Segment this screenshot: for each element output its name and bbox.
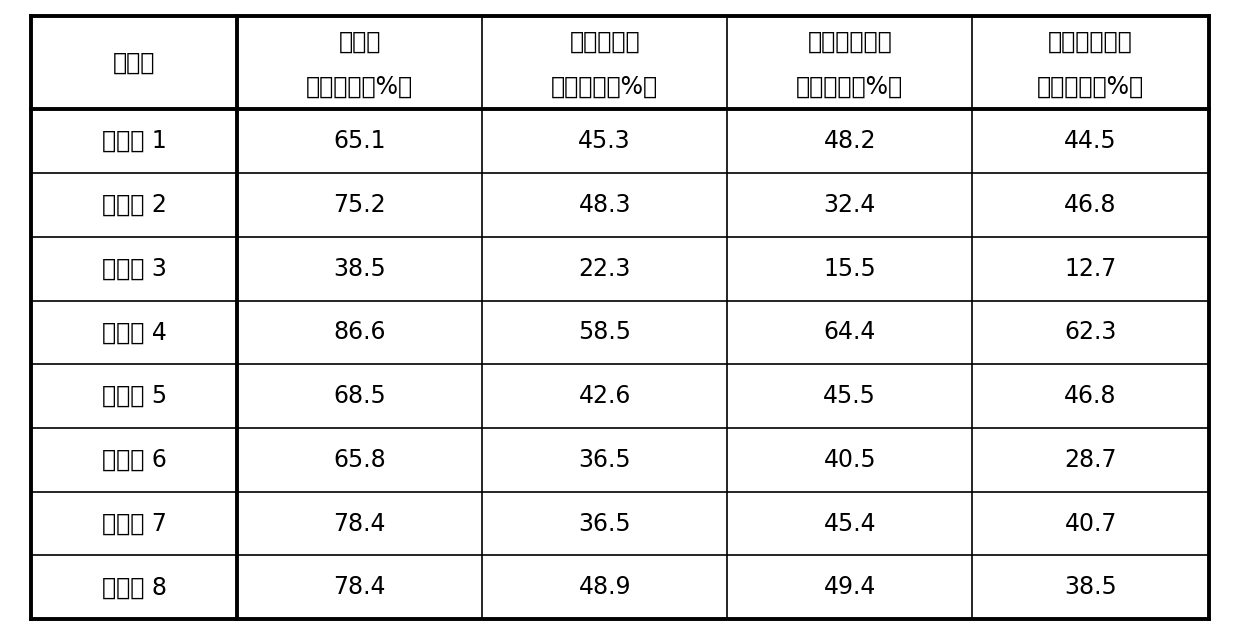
Text: 38.5: 38.5 — [334, 257, 386, 281]
Text: 糖化得率（%）: 糖化得率（%） — [551, 75, 658, 99]
Text: 62.3: 62.3 — [1064, 321, 1117, 344]
Text: 阳离子对比例: 阳离子对比例 — [1048, 30, 1133, 54]
Text: 空白对比例: 空白对比例 — [569, 30, 640, 54]
Text: 45.4: 45.4 — [823, 512, 875, 535]
Text: 45.5: 45.5 — [823, 384, 877, 408]
Text: 49.4: 49.4 — [823, 575, 875, 599]
Text: 42.6: 42.6 — [579, 384, 631, 408]
Text: 48.2: 48.2 — [823, 130, 875, 153]
Text: 45.3: 45.3 — [578, 130, 631, 153]
Text: 实施例 7: 实施例 7 — [102, 512, 166, 535]
Text: 实施例 1: 实施例 1 — [102, 130, 166, 153]
Text: 36.5: 36.5 — [578, 512, 631, 535]
Text: 78.4: 78.4 — [334, 575, 386, 599]
Text: 86.6: 86.6 — [334, 321, 386, 344]
Text: 46.8: 46.8 — [1064, 384, 1117, 408]
Text: 40.5: 40.5 — [823, 448, 875, 472]
Text: 68.5: 68.5 — [334, 384, 386, 408]
Text: 65.1: 65.1 — [334, 130, 386, 153]
Text: 糖化得率（%）: 糖化得率（%） — [1037, 75, 1145, 99]
Text: 实施例: 实施例 — [113, 51, 155, 75]
Text: 65.8: 65.8 — [334, 448, 386, 472]
Text: 48.9: 48.9 — [578, 575, 631, 599]
Text: 糖化得率（%）: 糖化得率（%） — [796, 75, 903, 99]
Text: 实施例 3: 实施例 3 — [102, 257, 166, 281]
Text: 64.4: 64.4 — [823, 321, 875, 344]
Text: 实施例 4: 实施例 4 — [102, 321, 166, 344]
Text: 阴离子对比例: 阴离子对比例 — [807, 30, 892, 54]
Text: 实施例 8: 实施例 8 — [102, 575, 166, 599]
Text: 44.5: 44.5 — [1064, 130, 1117, 153]
Text: 36.5: 36.5 — [578, 448, 631, 472]
Text: 28.7: 28.7 — [1064, 448, 1117, 472]
Text: 实施例 6: 实施例 6 — [102, 448, 166, 472]
Text: 38.5: 38.5 — [1064, 575, 1117, 599]
Text: 46.8: 46.8 — [1064, 193, 1117, 217]
Text: 实施例 2: 实施例 2 — [102, 193, 166, 217]
Text: 58.5: 58.5 — [578, 321, 631, 344]
Text: 40.7: 40.7 — [1064, 512, 1117, 535]
Text: 实施例: 实施例 — [339, 30, 381, 54]
Text: 78.4: 78.4 — [334, 512, 386, 535]
Text: 实施例 5: 实施例 5 — [102, 384, 166, 408]
Text: 15.5: 15.5 — [823, 257, 877, 281]
Text: 32.4: 32.4 — [823, 193, 875, 217]
Text: 糖化得率（%）: 糖化得率（%） — [306, 75, 413, 99]
Text: 75.2: 75.2 — [334, 193, 386, 217]
Text: 48.3: 48.3 — [578, 193, 631, 217]
Text: 12.7: 12.7 — [1064, 257, 1117, 281]
Text: 22.3: 22.3 — [579, 257, 631, 281]
